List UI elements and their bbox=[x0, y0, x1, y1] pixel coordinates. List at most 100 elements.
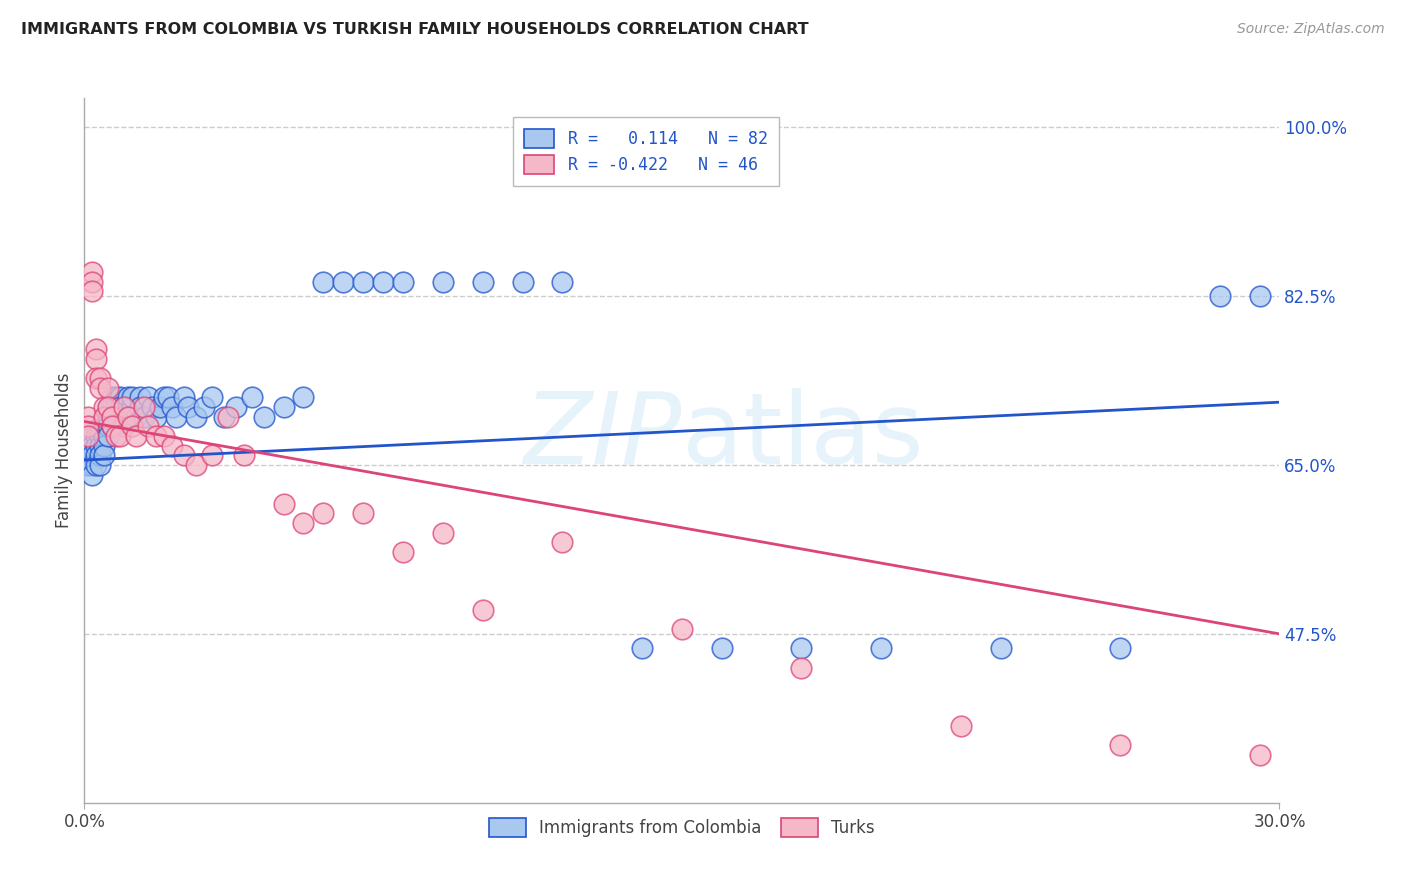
Point bbox=[110, 390, 132, 404]
Point bbox=[273, 497, 295, 511]
Point bbox=[153, 429, 176, 443]
Point bbox=[82, 275, 104, 289]
Point bbox=[97, 429, 120, 443]
Y-axis label: Family Households: Family Households bbox=[55, 373, 73, 528]
Point bbox=[77, 429, 100, 443]
Point bbox=[332, 275, 354, 289]
Point bbox=[97, 400, 120, 414]
Point bbox=[77, 439, 100, 453]
Point bbox=[392, 275, 415, 289]
Point bbox=[1109, 641, 1132, 656]
Point bbox=[1109, 738, 1132, 752]
Point bbox=[110, 429, 132, 443]
Point bbox=[86, 342, 108, 356]
Point bbox=[110, 409, 132, 424]
Point bbox=[82, 429, 104, 443]
Legend: Immigrants from Colombia, Turks: Immigrants from Colombia, Turks bbox=[482, 811, 882, 844]
Point bbox=[710, 641, 733, 656]
Point bbox=[101, 419, 124, 434]
Point bbox=[160, 439, 183, 453]
Text: atlas: atlas bbox=[682, 388, 924, 485]
Point bbox=[110, 400, 132, 414]
Point bbox=[117, 390, 139, 404]
Point bbox=[89, 371, 111, 385]
Point bbox=[432, 525, 454, 540]
Point bbox=[101, 400, 124, 414]
Point bbox=[141, 400, 163, 414]
Point bbox=[129, 400, 152, 414]
Point bbox=[177, 400, 200, 414]
Text: IMMIGRANTS FROM COLOMBIA VS TURKISH FAMILY HOUSEHOLDS CORRELATION CHART: IMMIGRANTS FROM COLOMBIA VS TURKISH FAMI… bbox=[21, 22, 808, 37]
Point bbox=[105, 390, 128, 404]
Point bbox=[145, 409, 167, 424]
Point bbox=[125, 429, 148, 443]
Point bbox=[82, 265, 104, 279]
Point bbox=[1249, 747, 1271, 762]
Point bbox=[77, 419, 100, 434]
Point bbox=[93, 409, 115, 424]
Point bbox=[93, 400, 115, 414]
Point bbox=[352, 506, 374, 520]
Point bbox=[112, 419, 135, 434]
Point bbox=[184, 458, 207, 472]
Point bbox=[101, 390, 124, 404]
Point bbox=[93, 419, 115, 434]
Point bbox=[512, 275, 534, 289]
Point bbox=[132, 409, 156, 424]
Point bbox=[551, 275, 574, 289]
Point bbox=[136, 390, 159, 404]
Point bbox=[86, 448, 108, 462]
Point bbox=[312, 275, 335, 289]
Point bbox=[105, 400, 128, 414]
Point bbox=[240, 390, 263, 404]
Point bbox=[273, 400, 295, 414]
Point bbox=[165, 409, 187, 424]
Point bbox=[232, 448, 254, 462]
Point bbox=[373, 275, 395, 289]
Point bbox=[160, 400, 183, 414]
Text: Source: ZipAtlas.com: Source: ZipAtlas.com bbox=[1237, 22, 1385, 37]
Point bbox=[149, 400, 172, 414]
Point bbox=[121, 390, 143, 404]
Point bbox=[471, 603, 494, 617]
Point bbox=[225, 400, 247, 414]
Point bbox=[217, 409, 239, 424]
Point bbox=[105, 409, 128, 424]
Point bbox=[89, 419, 111, 434]
Point bbox=[631, 641, 654, 656]
Point bbox=[89, 448, 111, 462]
Point bbox=[97, 419, 120, 434]
Point bbox=[77, 409, 100, 424]
Point bbox=[97, 409, 120, 424]
Point bbox=[212, 409, 235, 424]
Point bbox=[184, 409, 207, 424]
Point bbox=[990, 641, 1012, 656]
Point bbox=[136, 419, 159, 434]
Point bbox=[82, 467, 104, 482]
Point bbox=[93, 439, 115, 453]
Point bbox=[352, 275, 374, 289]
Point bbox=[125, 409, 148, 424]
Point bbox=[89, 381, 111, 395]
Point bbox=[86, 458, 108, 472]
Point bbox=[201, 448, 224, 462]
Point bbox=[671, 622, 693, 636]
Point bbox=[121, 419, 143, 434]
Point bbox=[312, 506, 335, 520]
Point bbox=[157, 390, 180, 404]
Point bbox=[101, 409, 124, 424]
Point bbox=[1249, 289, 1271, 303]
Point bbox=[101, 419, 124, 434]
Point bbox=[173, 448, 195, 462]
Point bbox=[193, 400, 215, 414]
Point bbox=[82, 458, 104, 472]
Point bbox=[82, 284, 104, 298]
Point bbox=[392, 545, 415, 559]
Point bbox=[97, 381, 120, 395]
Point bbox=[471, 275, 494, 289]
Point bbox=[121, 400, 143, 414]
Point bbox=[93, 429, 115, 443]
Point bbox=[173, 390, 195, 404]
Point bbox=[1209, 289, 1232, 303]
Point bbox=[790, 641, 813, 656]
